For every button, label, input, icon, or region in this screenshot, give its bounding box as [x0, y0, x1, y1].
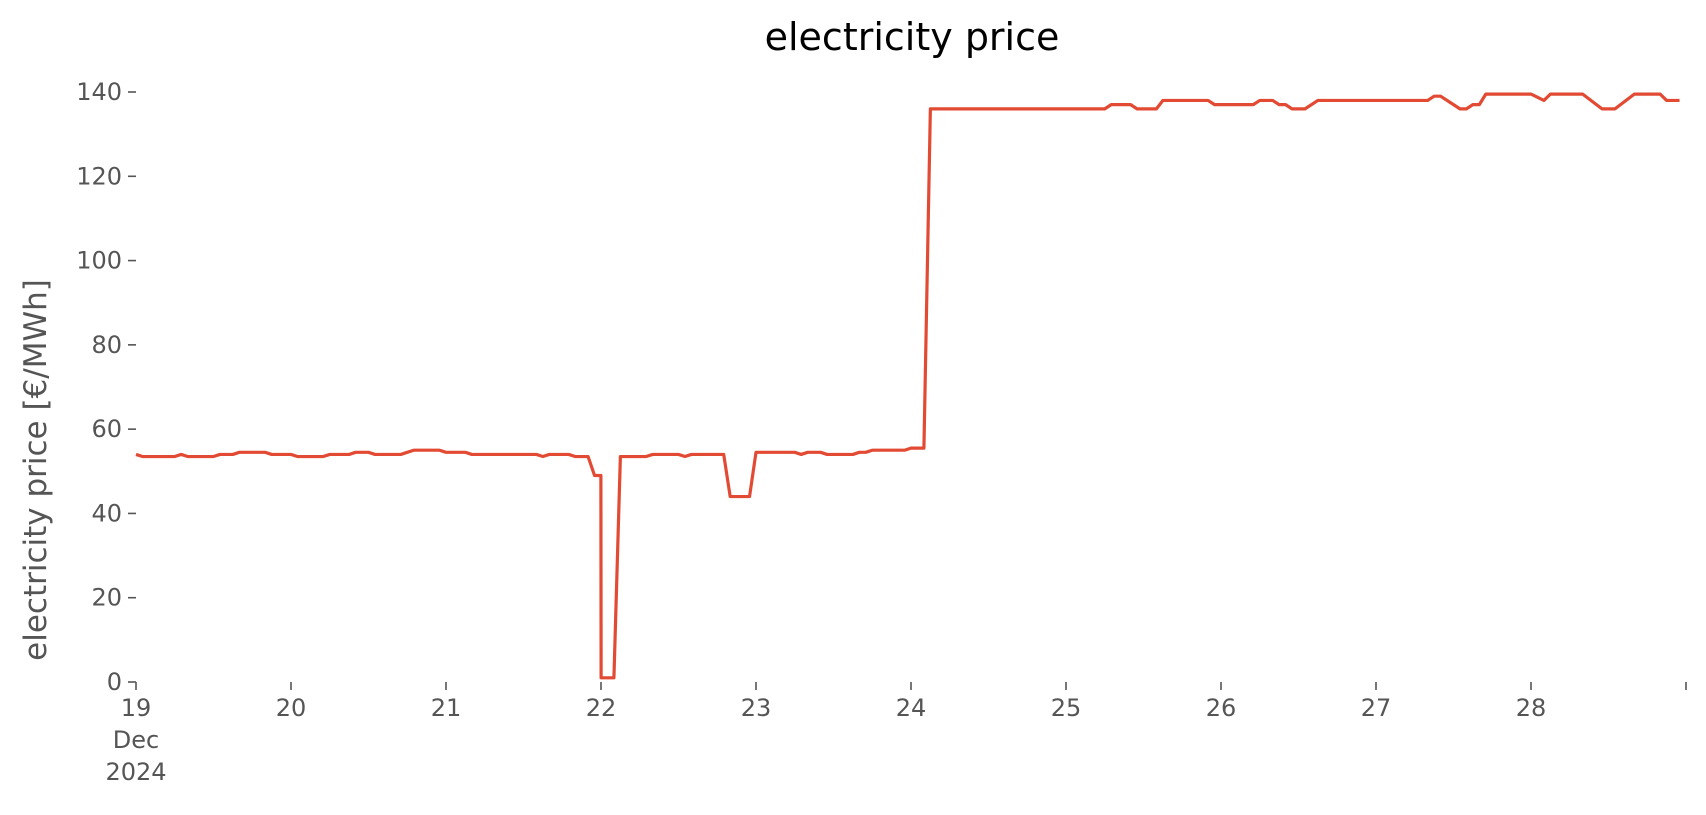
x-tick-label: 27 — [1361, 694, 1392, 722]
y-tick-label: 0 — [107, 668, 122, 696]
x-tick-sublabel: 2024 — [105, 758, 166, 786]
x-tick-label: 21 — [431, 694, 462, 722]
plot-area — [135, 92, 1680, 680]
price-series-line — [135, 92, 1680, 680]
y-tick-label: 20 — [91, 584, 122, 612]
y-tick-label: 40 — [91, 499, 122, 527]
y-tick-label: 120 — [76, 162, 122, 190]
x-tick-label: 25 — [1051, 694, 1082, 722]
x-tick-sublabel: Dec — [113, 726, 159, 754]
y-tick-label: 80 — [91, 331, 122, 359]
x-tick-label: 23 — [741, 694, 772, 722]
x-tick-label: 20 — [276, 694, 307, 722]
x-tick-label: 22 — [586, 694, 617, 722]
y-tick-label: 100 — [76, 247, 122, 275]
y-axis: 0 20 40 60 80 100 120 140 — [76, 78, 136, 696]
x-tick-label: 28 — [1516, 694, 1547, 722]
y-tick-label: 60 — [91, 415, 122, 443]
y-axis-label: electricity price [€/MWh] — [18, 279, 54, 661]
x-tick-label: 19 — [121, 694, 152, 722]
chart-title: electricity price — [765, 15, 1060, 59]
x-tick-label: 26 — [1206, 694, 1237, 722]
y-tick-label: 140 — [76, 78, 122, 106]
x-tick-label: 24 — [896, 694, 927, 722]
x-axis: 19 Dec 2024 20 21 22 23 24 25 26 27 28 — [105, 682, 1687, 786]
